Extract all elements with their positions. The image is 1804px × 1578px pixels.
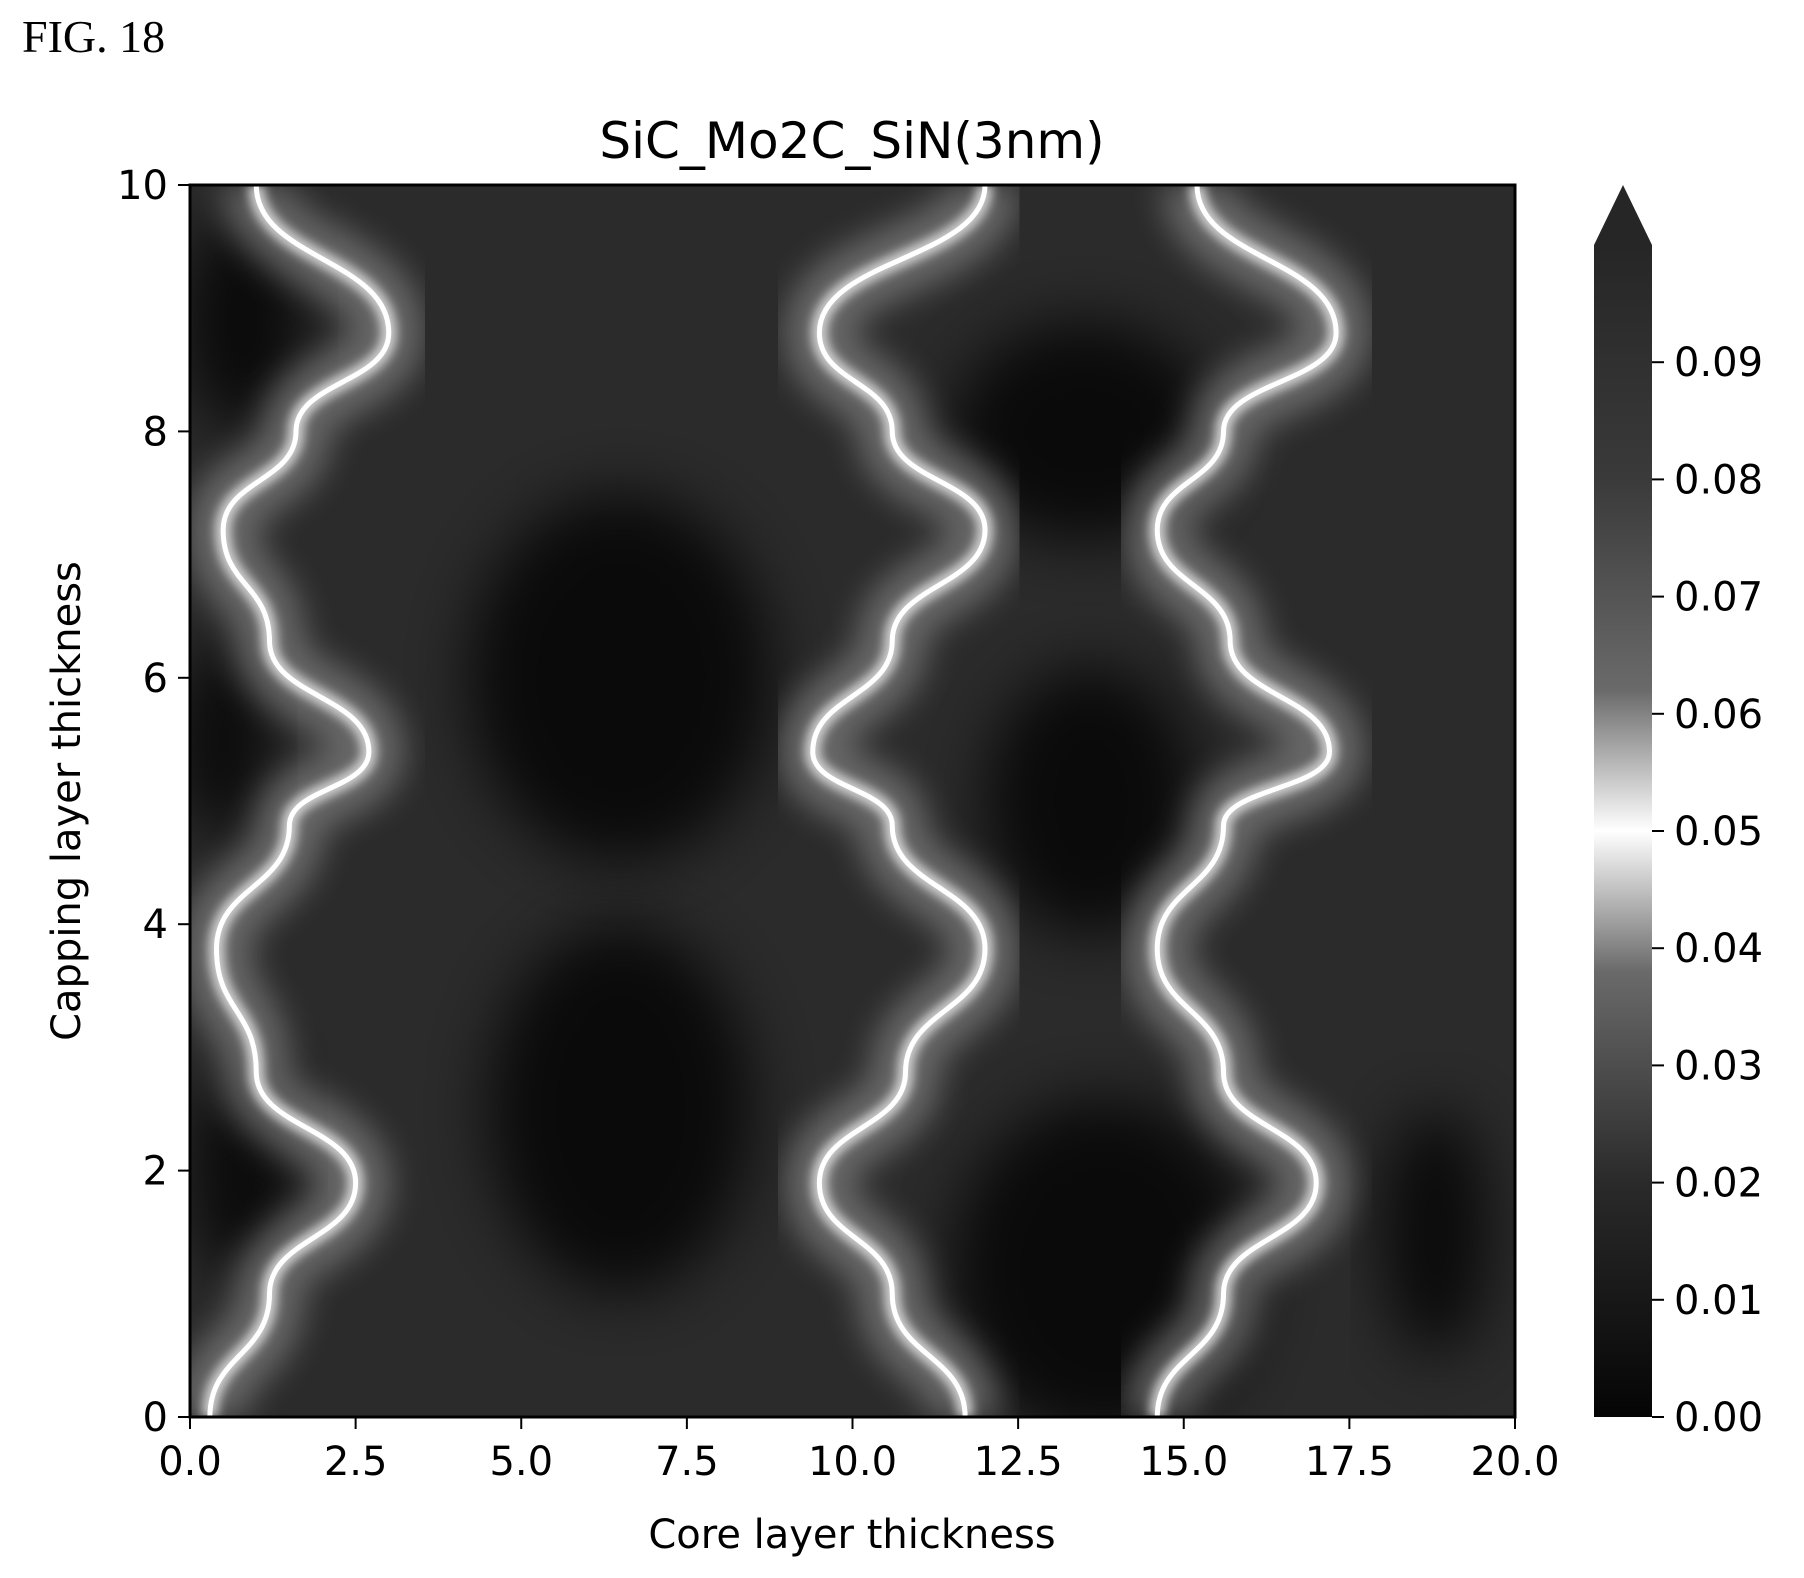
chart-title: SiC_Mo2C_SiN(3nm) [599, 112, 1104, 170]
y-tick-label: 4 [143, 902, 168, 948]
x-tick-label: 2.5 [324, 1439, 388, 1485]
y-axis-label: Capping layer thickness [44, 561, 90, 1041]
y-tick-label: 10 [117, 163, 168, 209]
plot-area [190, 185, 1515, 1417]
x-tick-label: 0.0 [158, 1439, 222, 1485]
colorbar-tick-label: 0.01 [1674, 1278, 1763, 1324]
x-tick-label: 17.5 [1305, 1439, 1394, 1485]
x-tick-label: 5.0 [489, 1439, 553, 1485]
ridge-line-2 [810, 185, 988, 1417]
colorbar-tick-label: 0.00 [1674, 1395, 1763, 1441]
colorbar: 0.00 0.01 0.02 0.03 0.04 0.05 0.06 0.07 0.08 0.09 [1594, 185, 1763, 1441]
colorbar-tick-label: 0.08 [1674, 457, 1763, 503]
y-tick-label: 8 [143, 409, 168, 455]
x-axis-label: Core layer thickness [648, 1512, 1055, 1558]
x-tick-label: 15.0 [1139, 1439, 1228, 1485]
y-tick-label: 6 [143, 656, 168, 702]
x-tick-label: 20.0 [1470, 1439, 1559, 1485]
colorbar-tick-label: 0.03 [1674, 1043, 1763, 1089]
low-value-region [488, 924, 754, 1294]
colorbar-gradient [1594, 245, 1652, 1417]
x-tick-label: 12.5 [974, 1439, 1063, 1485]
y-tick-label: 0 [143, 1395, 168, 1441]
colorbar-tick-label: 0.02 [1674, 1161, 1763, 1207]
low-value-region [985, 665, 1197, 937]
x-axis: 0.0 2.5 5.0 7.5 10.0 12.5 15.0 17.5 20.0 [158, 1417, 1560, 1485]
colorbar-tick-label: 0.06 [1674, 692, 1763, 738]
colorbar-extend-arrow [1594, 185, 1652, 245]
ridge-line-3 [1154, 185, 1339, 1417]
low-value-region [190, 640, 270, 838]
colorbar-tick-label: 0.05 [1674, 809, 1763, 855]
colorbar-tick-label: 0.04 [1674, 926, 1763, 972]
y-axis: 0 2 4 6 8 10 [117, 163, 190, 1441]
x-tick-label: 10.0 [808, 1439, 897, 1485]
colorbar-tick-label: 0.09 [1674, 340, 1763, 386]
ridge-line-1 [207, 185, 392, 1417]
figure-label: FIG. 18 [22, 11, 166, 62]
colorbar-tick-label: 0.07 [1674, 575, 1763, 621]
x-tick-label: 7.5 [655, 1439, 719, 1485]
low-value-region [468, 493, 773, 863]
y-tick-label: 2 [143, 1149, 168, 1195]
low-value-region [1382, 1109, 1489, 1356]
